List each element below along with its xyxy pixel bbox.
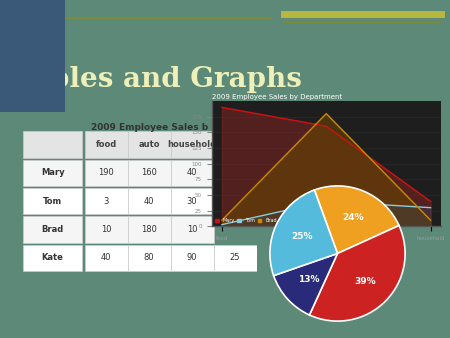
Bar (23, 131, 82, 158)
Text: 40: 40 (144, 197, 154, 206)
Text: 39%: 39% (355, 277, 376, 286)
Bar (128, 216, 171, 243)
Bar (85, 216, 128, 243)
Text: Tables and Graphs: Tables and Graphs (14, 66, 302, 93)
Text: 13%: 13% (298, 275, 319, 284)
Wedge shape (310, 225, 405, 321)
Bar (128, 245, 171, 271)
Wedge shape (315, 186, 399, 254)
Text: auto: auto (139, 140, 160, 149)
Text: 25: 25 (230, 254, 240, 262)
Bar (171, 188, 214, 214)
Bar (214, 245, 256, 271)
Bar (85, 160, 128, 186)
Text: 190: 190 (99, 168, 114, 177)
Text: 2009 Employee Sales by Department: 2009 Employee Sales by Department (212, 94, 342, 100)
Bar (128, 188, 171, 214)
Wedge shape (274, 254, 338, 315)
Text: 2009 Employee Sales b: 2009 Employee Sales b (90, 123, 208, 132)
Text: 24%: 24% (342, 213, 364, 222)
Text: household: household (167, 140, 216, 149)
Text: 160: 160 (141, 168, 157, 177)
Bar (128, 160, 171, 186)
Text: Kate: Kate (42, 254, 63, 262)
Wedge shape (270, 190, 338, 275)
Text: 80: 80 (144, 254, 154, 262)
Text: 10: 10 (101, 225, 112, 234)
Text: 3: 3 (104, 197, 109, 206)
Bar (171, 160, 214, 186)
Text: 15: 15 (273, 254, 283, 262)
Text: Brad: Brad (41, 225, 64, 234)
Bar (256, 245, 299, 271)
Text: food: food (95, 140, 117, 149)
Bar (171, 245, 214, 271)
Bar (23, 160, 82, 186)
Bar (23, 245, 82, 271)
Bar (85, 188, 128, 214)
Text: 10: 10 (187, 225, 198, 234)
Text: 90: 90 (187, 254, 198, 262)
Legend: Mary, Tom, Brad: Mary, Tom, Brad (214, 217, 278, 224)
Text: 30: 30 (187, 197, 198, 206)
Bar (171, 131, 214, 158)
Text: Mary: Mary (41, 168, 64, 177)
Text: Tom: Tom (43, 197, 62, 206)
Bar (23, 216, 82, 243)
Bar (85, 245, 128, 271)
Text: 40: 40 (101, 254, 112, 262)
Text: 180: 180 (141, 225, 157, 234)
Text: 40: 40 (187, 168, 198, 177)
Bar (171, 216, 214, 243)
Bar (128, 131, 171, 158)
Text: 25%: 25% (291, 232, 313, 241)
Bar (23, 188, 82, 214)
Bar (85, 131, 128, 158)
